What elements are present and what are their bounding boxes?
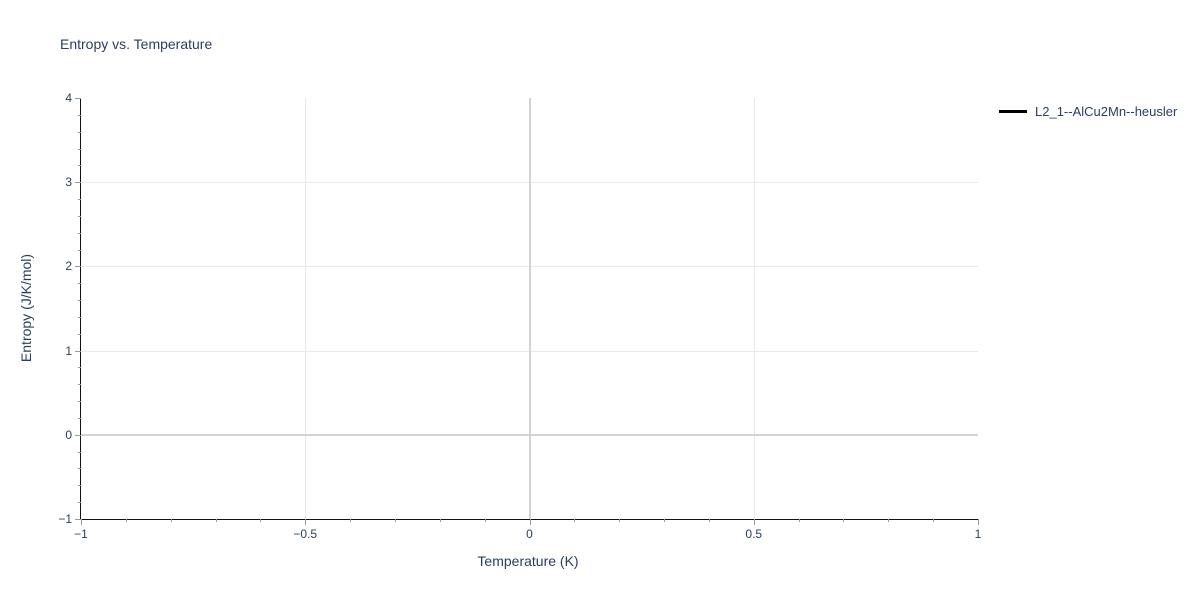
v-gridline xyxy=(305,98,307,519)
y-tick-mark xyxy=(78,131,81,133)
x-tick-mark xyxy=(260,519,262,522)
y-tick-label: 2 xyxy=(65,259,72,274)
x-tick-mark xyxy=(798,519,800,522)
y-tick-mark xyxy=(78,401,81,403)
y-axis-title: Entropy (J/K/mol) xyxy=(18,253,34,363)
v-gridline xyxy=(753,98,755,519)
x-tick-mark xyxy=(933,519,935,522)
x-tick-mark xyxy=(843,519,845,522)
x-tick-mark xyxy=(439,519,441,522)
plot-area: −1 −0.5 0 0.5 1 −1 0 1 2 3 4 xyxy=(58,91,981,541)
x-zeroline xyxy=(528,98,531,519)
y-tick-label: −1 xyxy=(58,512,72,526)
y-tick-mark xyxy=(78,300,81,302)
legend-label: L2_1--AlCu2Mn--heusler xyxy=(1035,104,1178,119)
y-tick-mark xyxy=(78,148,81,150)
x-tick-mark xyxy=(215,519,217,522)
x-tick-mark xyxy=(753,519,755,525)
y-tick-mark xyxy=(78,283,81,285)
y-tick-mark xyxy=(78,333,81,335)
y-tick-mark xyxy=(78,215,81,217)
y-tick-mark xyxy=(78,199,81,201)
chart-title: Entropy vs. Temperature xyxy=(60,36,213,52)
y-tick-label: 1 xyxy=(65,343,72,358)
x-tick-label: 0 xyxy=(526,527,533,541)
x-tick-mark xyxy=(529,519,531,525)
x-tick-mark xyxy=(394,519,396,522)
legend: L2_1--AlCu2Mn--heusler xyxy=(999,104,1177,119)
x-tick-mark xyxy=(170,519,172,522)
y-tick-mark xyxy=(75,434,81,436)
legend-line-swatch xyxy=(999,110,1027,113)
y-tick-mark xyxy=(78,114,81,116)
y-tick-mark xyxy=(78,485,81,487)
y-tick-mark xyxy=(78,316,81,318)
y-tick-mark xyxy=(78,165,81,167)
x-tick-mark xyxy=(978,519,979,525)
x-tick-mark xyxy=(125,519,127,522)
y-tick-label: 3 xyxy=(65,175,72,190)
y-tick-label: 0 xyxy=(65,427,72,442)
x-tick-label: 1 xyxy=(974,527,982,541)
y-tick-mark xyxy=(78,502,81,504)
x-tick-mark xyxy=(708,519,710,522)
x-tick-label: −1 xyxy=(74,527,88,541)
x-tick-mark xyxy=(305,519,307,525)
x-tick-mark xyxy=(484,519,486,522)
y-tick-label: 4 xyxy=(65,91,72,105)
y-tick-mark xyxy=(78,232,81,234)
y-tick-mark xyxy=(75,266,81,268)
x-tick-mark xyxy=(888,519,890,522)
y-tick-mark xyxy=(78,367,81,369)
x-tick-mark xyxy=(574,519,576,522)
y-tick-mark xyxy=(75,519,81,520)
x-tick-mark xyxy=(81,519,82,525)
x-tick-mark xyxy=(664,519,666,522)
y-tick-mark xyxy=(78,384,81,386)
y-tick-mark xyxy=(78,468,81,470)
y-tick-mark xyxy=(78,417,81,419)
y-tick-mark xyxy=(75,350,81,352)
legend-item[interactable]: L2_1--AlCu2Mn--heusler xyxy=(999,104,1177,119)
x-tick-label: −0.5 xyxy=(293,527,318,541)
x-axis-title: Temperature (K) xyxy=(477,553,579,569)
y-tick-mark xyxy=(75,182,81,184)
y-tick-mark xyxy=(78,451,81,453)
x-tick-mark xyxy=(350,519,352,522)
y-tick-mark xyxy=(75,98,81,99)
y-tick-mark xyxy=(78,249,81,251)
x-tick-mark xyxy=(619,519,621,522)
x-tick-label: 0.5 xyxy=(745,527,763,541)
